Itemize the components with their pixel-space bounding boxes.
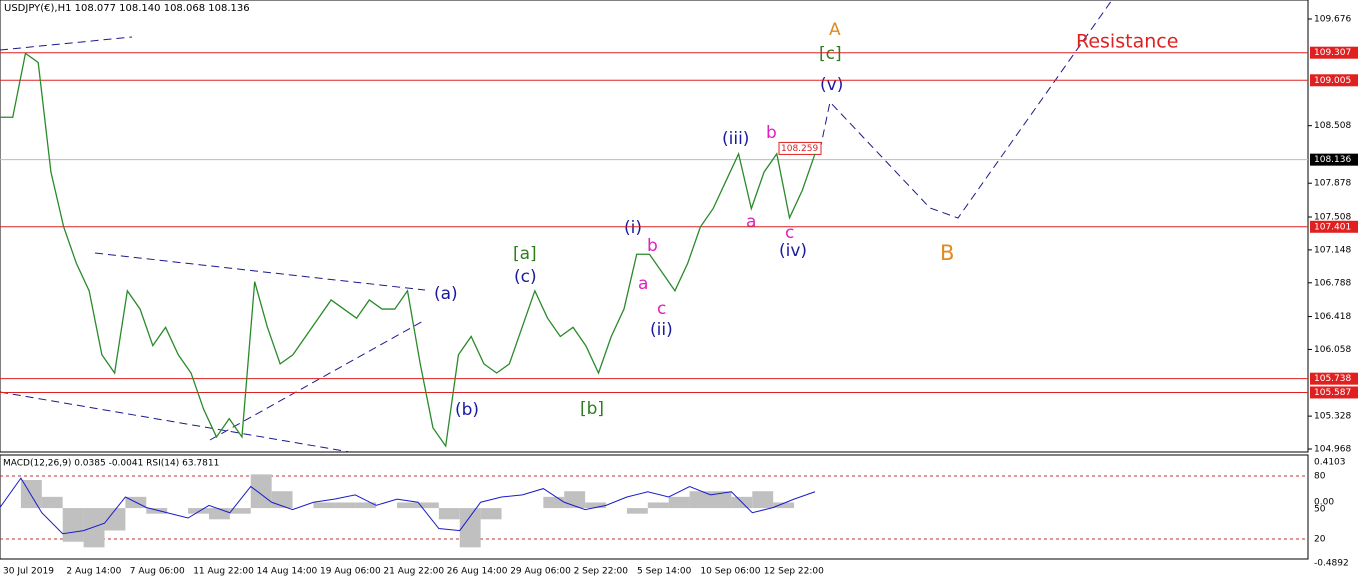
rsi-line bbox=[0, 477, 816, 535]
wave-label: a bbox=[638, 274, 648, 294]
wave-label: (c) bbox=[514, 267, 537, 287]
price-tick-label: 108.508 bbox=[1314, 121, 1351, 131]
macd-bar bbox=[208, 508, 230, 520]
time-label: 19 Aug 06:00 bbox=[320, 567, 381, 577]
wave-label: (b) bbox=[455, 400, 479, 420]
marker-box bbox=[778, 141, 822, 155]
marker-label: 108.259 bbox=[781, 144, 818, 154]
macd-bar bbox=[417, 502, 439, 509]
level-label: 107.401 bbox=[1314, 222, 1351, 232]
macd-bar bbox=[647, 502, 669, 509]
indicator-header: MACD(12,26,9) 0.0385 -0.0041 RSI(14) 63.… bbox=[3, 459, 219, 469]
time-label: 21 Aug 22:00 bbox=[383, 567, 444, 577]
wave-label: b bbox=[766, 123, 777, 143]
wave-label: [c] bbox=[819, 44, 842, 64]
price-tick-label: 106.788 bbox=[1314, 278, 1351, 288]
time-label: 14 Aug 14:00 bbox=[257, 567, 318, 577]
time-label: 26 Aug 14:00 bbox=[447, 567, 508, 577]
indicator-label: 0.00 bbox=[1314, 498, 1334, 508]
symbol-header: USDJPY(€),H1 108.077 108.140 108.068 108… bbox=[4, 3, 250, 14]
level-box bbox=[1310, 386, 1358, 399]
macd-bar bbox=[689, 491, 711, 509]
macd-bar bbox=[543, 496, 565, 509]
macd-bar bbox=[668, 496, 690, 509]
wave-label: c bbox=[785, 223, 794, 243]
wave-label: b bbox=[647, 236, 658, 256]
macd-bar bbox=[188, 508, 209, 514]
price-tick-label: 106.058 bbox=[1314, 345, 1351, 355]
wave-label: (i) bbox=[624, 218, 642, 238]
macd-bar bbox=[41, 496, 63, 509]
price-tick-label: 106.418 bbox=[1314, 312, 1351, 322]
wave-label: (ii) bbox=[650, 320, 673, 340]
current-box bbox=[1310, 153, 1358, 166]
macd-bar bbox=[752, 491, 774, 509]
time-label: 2 Aug 14:00 bbox=[66, 567, 121, 577]
wave-label: (iv) bbox=[779, 241, 807, 261]
macd-bar bbox=[313, 502, 335, 509]
macd-bar bbox=[397, 502, 418, 509]
trend-lines bbox=[0, 0, 1113, 453]
macd-bar bbox=[83, 508, 105, 548]
macd-bar bbox=[104, 508, 126, 531]
level-label: 109.005 bbox=[1314, 76, 1351, 86]
level-label: 109.307 bbox=[1314, 48, 1351, 58]
time-label: 29 Aug 06:00 bbox=[510, 567, 571, 577]
annotation: Resistance bbox=[1076, 31, 1178, 53]
wave-label: a bbox=[746, 212, 756, 232]
time-label: 2 Sep 22:00 bbox=[574, 567, 629, 577]
time-label: 30 Jul 2019 bbox=[3, 567, 54, 577]
macd-bar bbox=[585, 502, 607, 509]
level-box bbox=[1310, 372, 1358, 385]
level-box bbox=[1310, 46, 1358, 59]
indicator-label: -0.4892 bbox=[1314, 559, 1349, 569]
macd-bar bbox=[250, 474, 272, 509]
time-label: 12 Sep 22:00 bbox=[764, 567, 824, 577]
price-tick-label: 109.676 bbox=[1314, 15, 1351, 25]
level-label: 105.587 bbox=[1314, 388, 1351, 398]
macd-bar bbox=[146, 508, 168, 514]
level-box bbox=[1310, 220, 1358, 233]
macd-bar bbox=[626, 508, 648, 514]
time-label: 10 Sep 06:00 bbox=[700, 567, 760, 577]
macd-bar bbox=[355, 502, 377, 509]
macd-bar bbox=[62, 508, 84, 542]
time-label: 7 Aug 06:00 bbox=[130, 567, 185, 577]
macd-bar bbox=[438, 508, 460, 520]
wave-label: B bbox=[940, 241, 954, 265]
wave-label: [a] bbox=[513, 244, 537, 264]
main-panel bbox=[0, 0, 1309, 453]
macd-bar bbox=[229, 508, 251, 514]
price-tick-label: 107.878 bbox=[1314, 179, 1351, 189]
macd-bar bbox=[480, 508, 502, 520]
price-line bbox=[0, 52, 816, 448]
level-box bbox=[1310, 74, 1358, 87]
macd-bar bbox=[334, 502, 356, 509]
indicator-label: 50 bbox=[1314, 505, 1326, 515]
price-tick-label: 107.148 bbox=[1314, 245, 1351, 255]
time-label: 5 Sep 14:00 bbox=[637, 567, 692, 577]
macd-bar bbox=[710, 491, 732, 509]
current-label: 108.136 bbox=[1314, 155, 1351, 165]
indicator-label: 0.4103 bbox=[1314, 458, 1346, 468]
macd-bar bbox=[459, 508, 481, 548]
indicator-label: 20 bbox=[1314, 535, 1326, 545]
wave-label: (iii) bbox=[722, 129, 749, 149]
wave-label: [b] bbox=[580, 399, 604, 419]
wave-label: (v) bbox=[820, 75, 843, 95]
price-tick-label: 104.968 bbox=[1314, 445, 1351, 455]
wave-label: (a) bbox=[434, 284, 458, 304]
wave-label: c bbox=[657, 299, 666, 319]
level-label: 105.738 bbox=[1314, 374, 1351, 384]
price-tick-label: 105.328 bbox=[1314, 412, 1351, 422]
wave-label: A bbox=[829, 20, 841, 40]
indicator-label: 80 bbox=[1314, 472, 1326, 482]
price-tick-label: 107.508 bbox=[1314, 213, 1351, 223]
time-label: 11 Aug 22:00 bbox=[193, 567, 254, 577]
macd-bar bbox=[773, 502, 795, 509]
